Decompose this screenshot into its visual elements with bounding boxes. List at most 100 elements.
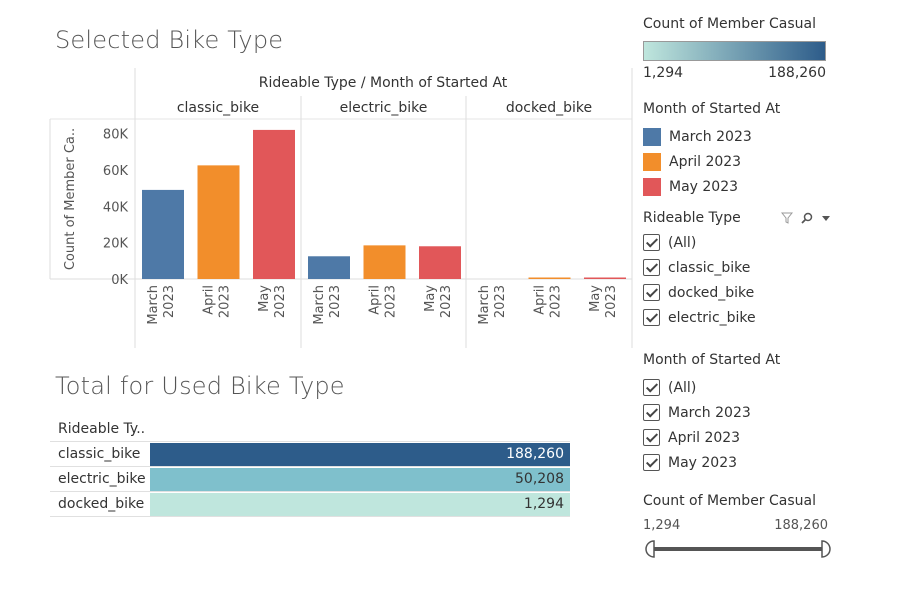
rideable-filter-option[interactable]: classic_bike [643, 255, 843, 280]
table-row[interactable]: electric_bike 50,208 [50, 467, 570, 492]
rideable-filter-option[interactable]: (All) [643, 230, 843, 255]
rideable-filter-option-label: (All) [668, 234, 697, 251]
table-row-label: electric_bike [58, 471, 146, 487]
range-slider-max-handle[interactable] [821, 540, 831, 558]
filter-rideable-title: Rideable Type [643, 210, 741, 226]
legend-item[interactable]: April 2023 [643, 149, 843, 174]
checkbox[interactable] [643, 454, 660, 471]
group-header-electric_bike: electric_bike [340, 100, 428, 116]
x-tick-label: May [257, 285, 272, 312]
search-icon[interactable] [801, 212, 813, 224]
x-tick-label: March [146, 285, 161, 325]
table-value-cell[interactable]: 50,208 [150, 467, 570, 491]
dropdown-arrow-icon[interactable] [821, 213, 831, 223]
gradient-min-label: 1,294 [643, 65, 684, 81]
filter-month-title: Month of Started At [643, 352, 781, 368]
legend-item-label: April 2023 [669, 153, 742, 170]
y-tick-label: 0K [111, 273, 128, 288]
month-filter-option-label: (All) [668, 379, 697, 396]
month-filter-option-label: March 2023 [668, 404, 751, 421]
gradient-bar [643, 41, 826, 61]
x-tick-label: 2023 [493, 285, 508, 318]
y-axis-label: Count of Member Ca.. [63, 128, 78, 270]
bar-docked_bike-may-2023[interactable] [584, 277, 626, 280]
rideable-filter-option-label: docked_bike [668, 284, 755, 301]
month-filter-option-label: May 2023 [668, 454, 738, 471]
checkbox[interactable] [643, 404, 660, 421]
month-filter-option[interactable]: April 2023 [643, 425, 843, 450]
legend-count-gradient: Count of Member Casual 1,294 188,260 [643, 16, 843, 81]
table-row-header: Rideable Ty.. [58, 421, 146, 437]
bar-electric_bike-march-2023[interactable] [308, 256, 350, 279]
table-value-cell[interactable]: 1,294 [150, 492, 570, 516]
y-tick-label: 60K [103, 164, 129, 179]
legend-swatch [643, 152, 661, 171]
checkbox[interactable] [643, 259, 660, 276]
bar-classic_bike-may-2023[interactable] [253, 129, 295, 279]
checkbox[interactable] [643, 309, 660, 326]
y-tick-label: 20K [103, 237, 129, 252]
month-filter-option[interactable]: (All) [643, 375, 843, 400]
bar-chart: Rideable Type / Month of Started Atclass… [49, 68, 633, 348]
x-tick-label: 2023 [162, 285, 177, 318]
legend-month-title: Month of Started At [643, 101, 781, 117]
filter-icon[interactable] [781, 212, 793, 224]
chart-title: Selected Bike Type [55, 26, 284, 54]
range-min-label: 1,294 [643, 518, 681, 533]
bar-classic_bike-april-2023[interactable] [197, 165, 240, 279]
legend-month: Month of Started At March 2023 April 2023… [643, 101, 843, 199]
month-filter-option[interactable]: May 2023 [643, 450, 843, 475]
x-tick-label: March [477, 285, 492, 325]
x-tick-label: 2023 [328, 285, 343, 318]
bar-electric_bike-april-2023[interactable] [363, 245, 406, 279]
legend-item-label: March 2023 [669, 128, 752, 145]
rideable-filter-option[interactable]: docked_bike [643, 280, 843, 305]
bar-classic_bike-march-2023[interactable] [142, 189, 184, 279]
group-header-classic_bike: classic_bike [177, 100, 259, 116]
x-tick-label: May [588, 285, 603, 312]
x-tick-label: April [368, 285, 383, 315]
y-tick-label: 40K [103, 200, 129, 215]
month-filter-option-label: April 2023 [668, 429, 741, 446]
checkbox[interactable] [643, 234, 660, 251]
range-slider-min-handle[interactable] [645, 540, 655, 558]
legend-item[interactable]: March 2023 [643, 124, 843, 149]
legend-swatch [643, 177, 661, 196]
x-tick-label: March [312, 285, 327, 325]
x-tick-label: 2023 [384, 285, 399, 318]
filter-count-title: Count of Member Casual [643, 493, 816, 509]
x-tick-label: May [423, 285, 438, 312]
legend-item[interactable]: May 2023 [643, 174, 843, 199]
x-tick-label: April [533, 285, 548, 315]
filter-month: Month of Started At (All) March 2023 April… [643, 352, 843, 475]
table-row[interactable]: docked_bike 1,294 [50, 492, 570, 517]
range-slider[interactable] [643, 537, 833, 561]
bar-electric_bike-may-2023[interactable] [419, 246, 461, 279]
rideable-filter-option[interactable]: electric_bike [643, 305, 843, 330]
legend-item-label: May 2023 [669, 178, 739, 195]
table-header-row: Rideable Ty.. [50, 417, 570, 442]
legend-gradient-title: Count of Member Casual [643, 16, 816, 32]
table-row[interactable]: classic_bike 188,260 [50, 442, 570, 467]
filter-count-range: Count of Member Casual 1,294 188,260 [643, 493, 843, 565]
bar-docked_bike-april-2023[interactable] [528, 277, 571, 280]
checkbox[interactable] [643, 379, 660, 396]
column-header: Rideable Type / Month of Started At [259, 75, 508, 91]
x-tick-label: 2023 [218, 285, 233, 318]
table-row-label: classic_bike [58, 446, 141, 462]
checkbox[interactable] [643, 284, 660, 301]
table-row-label: docked_bike [58, 496, 145, 512]
checkbox[interactable] [643, 429, 660, 446]
group-header-docked_bike: docked_bike [506, 100, 592, 116]
filter-rideable-type: Rideable Type (All) classic_bike docked_bi… [643, 210, 843, 330]
month-filter-option[interactable]: March 2023 [643, 400, 843, 425]
x-tick-label: 2023 [273, 285, 288, 318]
table-value-cell[interactable]: 188,260 [150, 442, 570, 466]
x-tick-label: 2023 [549, 285, 564, 318]
totals-table: Rideable Ty.. classic_bike 188,260 electri… [50, 417, 570, 517]
y-tick-label: 80K [103, 128, 129, 143]
range-max-label: 188,260 [774, 518, 828, 533]
x-tick-label: April [202, 285, 217, 315]
gradient-max-label: 188,260 [768, 65, 826, 81]
x-tick-label: 2023 [604, 285, 619, 318]
